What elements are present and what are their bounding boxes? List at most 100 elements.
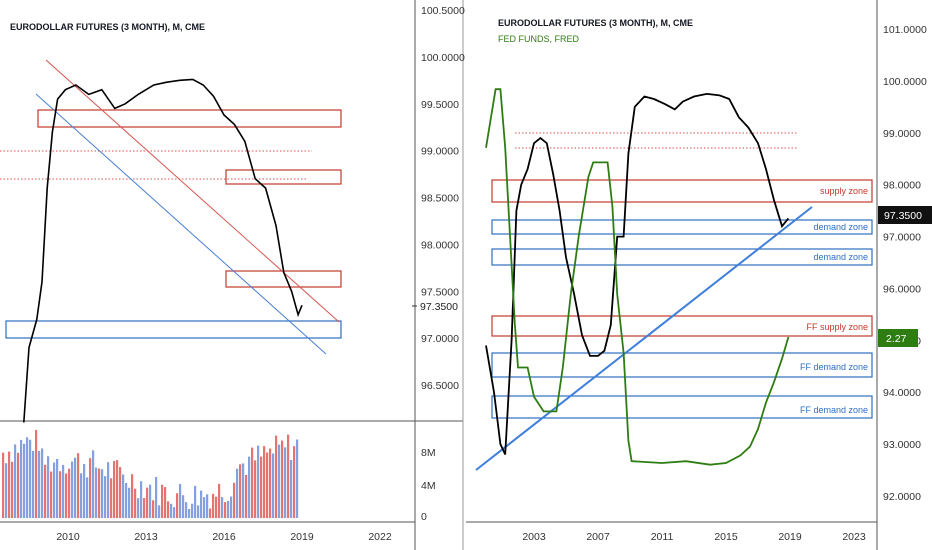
volume-bar	[95, 467, 98, 518]
volume-bar	[65, 473, 68, 518]
right-x-tick: 2011	[651, 531, 674, 543]
volume-bar	[110, 478, 113, 518]
left-x-tick: 2010	[56, 531, 80, 543]
volume-bar	[287, 434, 290, 518]
volume-bar	[98, 468, 101, 518]
right-y-tick: 98.0000	[883, 180, 921, 192]
volume-bar	[20, 439, 23, 518]
volume-bar	[248, 456, 251, 518]
left-x-tick: 2016	[212, 531, 236, 543]
volume-bar	[275, 435, 278, 518]
volume-bar	[221, 497, 224, 518]
right-y-tick: 96.0000	[883, 283, 921, 295]
volume-bar	[266, 452, 269, 518]
right-y-tick: 94.0000	[883, 387, 921, 399]
volume-bar	[23, 443, 26, 518]
volume-bar	[35, 430, 38, 518]
volume-bar	[209, 508, 212, 518]
volume-bar	[113, 461, 116, 518]
right-y-tick: 97.0000	[883, 232, 921, 244]
left-price-line	[23, 78, 303, 423]
left-y-tick: 99.5000	[421, 99, 459, 111]
left-y-tick: 100.0000	[421, 52, 465, 64]
eurodollar-line	[485, 92, 790, 455]
volume-bar	[245, 474, 248, 518]
volume-bar	[56, 459, 59, 518]
left-y-tick: 100.5000	[421, 5, 465, 17]
volume-bar	[107, 462, 110, 518]
volume-bar	[200, 490, 203, 518]
volume-bar	[173, 507, 176, 518]
volume-bar	[179, 483, 182, 518]
volume-bar	[50, 471, 53, 518]
right-blue-trendline	[475, 206, 813, 471]
volume-bar	[116, 460, 119, 518]
volume-bar	[137, 498, 140, 518]
volume-bar	[14, 444, 17, 518]
volume-bar	[230, 496, 233, 518]
volume-bar	[146, 487, 149, 518]
volume-bar	[263, 446, 266, 518]
right-x-tick: 2007	[586, 531, 610, 543]
volume-bar	[185, 502, 188, 518]
right-chart-subtitle: FED FUNDS, FRED	[498, 34, 580, 44]
volume-bar	[260, 456, 263, 518]
volume-bar	[155, 476, 158, 518]
right-demand-zone-2	[491, 248, 873, 266]
right-demand-zone-1	[491, 219, 873, 235]
left-volume-bars	[2, 430, 299, 518]
volume-bar	[101, 469, 104, 518]
volume-bar	[158, 505, 161, 518]
right-x-tick: 2019	[778, 531, 802, 543]
volume-bar	[80, 473, 83, 518]
volume-bar	[104, 476, 107, 518]
right-y-tick: 101.0000	[883, 24, 927, 36]
volume-bar	[293, 446, 296, 518]
volume-bar	[5, 463, 8, 518]
right-ff-demand-zone-2	[491, 395, 873, 419]
volume-bar	[254, 460, 257, 518]
volume-bar	[164, 487, 167, 518]
volume-bar	[47, 456, 50, 518]
volume-bar	[284, 447, 287, 518]
volume-bar	[68, 468, 71, 518]
volume-bar	[83, 463, 86, 518]
right-x-tick: 2023	[842, 531, 866, 543]
volume-bar	[53, 462, 56, 518]
volume-bar	[59, 471, 62, 518]
right-x-tick: 2003	[522, 531, 546, 543]
volume-tick: 8M	[421, 447, 436, 459]
volume-bar	[272, 453, 275, 518]
volume-tick: 0	[421, 511, 427, 523]
volume-bar	[86, 477, 89, 518]
right-y-tick: 99.0000	[883, 128, 921, 140]
ff-demand-zone-label-2: FF demand zone	[800, 405, 868, 415]
left-red-trendline	[45, 59, 340, 323]
volume-tick: 4M	[421, 480, 436, 492]
left-x-tick: 2022	[368, 531, 392, 543]
volume-bar	[71, 461, 74, 518]
fed-funds-line	[485, 88, 790, 466]
right-chart-title: EURODOLLAR FUTURES (3 MONTH), M, CME	[498, 18, 693, 28]
volume-bar	[278, 444, 281, 518]
left-last-price: 97.3500	[420, 301, 458, 313]
volume-bar	[269, 448, 272, 518]
ff-supply-zone-label: FF supply zone	[806, 322, 868, 332]
volume-bar	[257, 445, 260, 518]
left-y-tick: 97.5000	[421, 286, 459, 298]
volume-bar	[89, 458, 92, 518]
volume-bar	[170, 503, 173, 518]
volume-bar	[131, 474, 134, 518]
volume-bar	[176, 493, 179, 518]
supply-zone-label: supply zone	[820, 186, 868, 196]
volume-bar	[191, 503, 194, 518]
volume-bar	[77, 453, 80, 518]
volume-bar	[26, 437, 29, 518]
volume-bar	[236, 468, 239, 518]
volume-bar	[44, 464, 47, 518]
volume-bar	[8, 451, 11, 518]
volume-bar	[203, 497, 206, 518]
left-price-series	[23, 78, 303, 423]
left-y-tick: 98.0000	[421, 239, 459, 251]
right-y-tick: 100.0000	[883, 76, 927, 88]
